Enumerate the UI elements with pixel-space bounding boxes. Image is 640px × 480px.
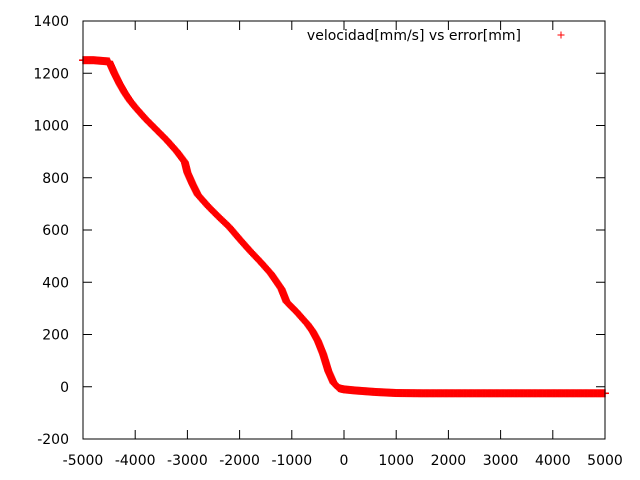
y-tick-label-0: -200 [37,432,69,448]
x-tick-label-5: 0 [340,453,349,469]
x-tick-label-3: -2000 [219,453,260,469]
data-points [79,56,609,398]
plot-border [82,20,606,440]
y-tick-label-1: 0 [60,380,69,396]
x-tick-label-0: -5000 [63,453,104,469]
y-tick-labels: -200 0 200 400 600 800 1000 1200 1400 [33,14,69,448]
legend: velocidad[mm/s] vs error[mm] [307,28,565,44]
x-tick-label-4: -1000 [271,453,312,469]
legend-marker-icon [557,31,565,39]
legend-label: velocidad[mm/s] vs error[mm] [307,28,521,44]
x-tick-label-7: 2000 [431,453,467,469]
x-tick-label-9: 4000 [535,453,571,469]
y-tick-label-6: 1000 [33,119,69,135]
y-tick-label-2: 200 [42,328,69,344]
x-tick-label-10: 5000 [587,453,623,469]
x-tick-labels: -5000 -4000 -3000 -2000 -1000 0 1000 2000 3000 40… [63,453,623,469]
y-tick-label-3: 400 [42,275,69,291]
y-tick-label-7: 1200 [33,66,69,82]
x-tick-label-2: -3000 [167,453,208,469]
x-tick-label-8: 3000 [483,453,519,469]
x-tick-label-6: 1000 [378,453,414,469]
x-tick-label-1: -4000 [115,453,156,469]
y-tick-label-4: 600 [42,223,69,239]
y-tick-label-5: 800 [42,171,69,187]
y-tick-label-8: 1400 [33,14,69,30]
